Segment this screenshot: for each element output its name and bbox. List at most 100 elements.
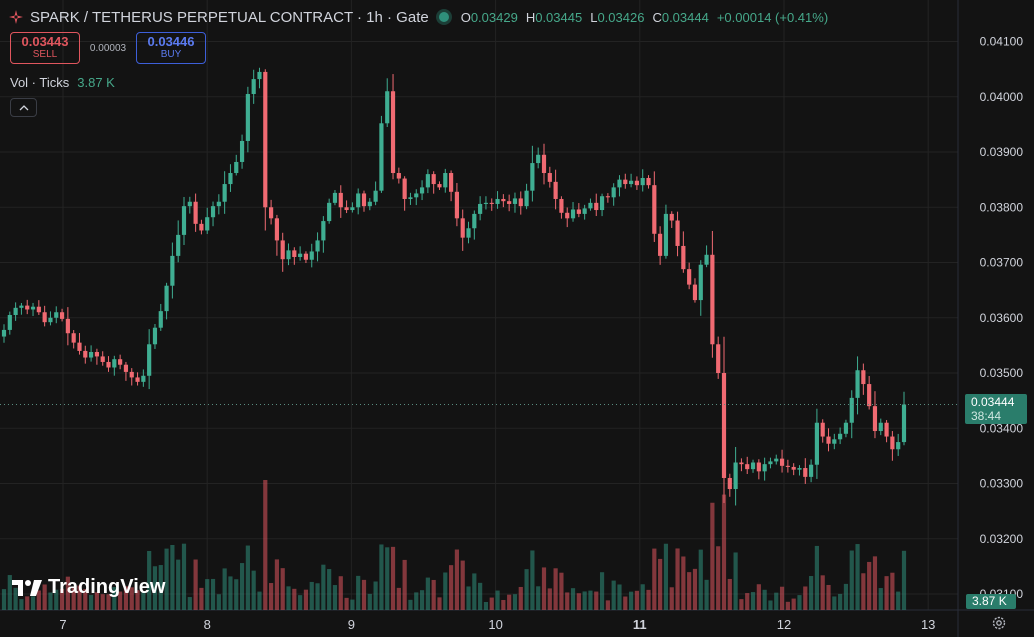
candle-body bbox=[483, 202, 489, 204]
volume-bar bbox=[483, 602, 489, 610]
volume-bar bbox=[698, 549, 703, 610]
volume-axis-label: 3.87 K bbox=[966, 594, 1016, 609]
candle-body bbox=[530, 163, 535, 191]
volume-bar bbox=[251, 570, 256, 610]
candle-body bbox=[321, 221, 326, 241]
candle-body bbox=[112, 359, 117, 368]
volume-bar bbox=[646, 589, 651, 610]
volume-bar bbox=[791, 598, 796, 610]
candle-body bbox=[861, 370, 866, 385]
volume-bar bbox=[658, 558, 663, 610]
volume-bar bbox=[768, 600, 773, 610]
candle-body bbox=[100, 356, 105, 362]
volume-bar bbox=[739, 599, 744, 610]
volume-bar bbox=[617, 584, 622, 610]
volume-legend[interactable]: Vol · Ticks 3.87 K bbox=[10, 75, 115, 90]
volume-bar bbox=[19, 599, 24, 610]
candle-body bbox=[327, 202, 332, 222]
candle-body bbox=[30, 306, 36, 310]
candle-body bbox=[576, 209, 581, 214]
volume-bar bbox=[507, 594, 512, 610]
volume-bar bbox=[623, 596, 628, 610]
candle-body bbox=[210, 206, 216, 218]
candle-body bbox=[303, 253, 309, 260]
volume-bar bbox=[867, 561, 872, 610]
volume-bar bbox=[65, 576, 70, 610]
volume-bar bbox=[582, 591, 587, 610]
volume-bar bbox=[849, 550, 854, 610]
volume-bar bbox=[83, 589, 88, 610]
candle-body bbox=[373, 190, 378, 202]
volume-bar bbox=[832, 596, 837, 610]
volume-bar bbox=[303, 589, 309, 610]
candle-body bbox=[274, 218, 279, 241]
volume-bar bbox=[640, 584, 645, 610]
volume-bar bbox=[30, 596, 36, 610]
chevron-up-icon bbox=[19, 104, 28, 110]
settings-button[interactable] bbox=[990, 614, 1008, 632]
candle-body bbox=[7, 315, 12, 330]
candle-body bbox=[332, 192, 338, 203]
candle-body bbox=[599, 196, 605, 211]
high-label: H bbox=[525, 9, 536, 25]
candle-body bbox=[832, 439, 837, 444]
open-value: 0.03429 bbox=[470, 9, 518, 25]
volume-bar bbox=[390, 546, 396, 610]
candle-body bbox=[309, 251, 314, 260]
candle-body bbox=[83, 350, 88, 358]
spread-value: 0.00003 bbox=[89, 42, 127, 54]
volume-bar bbox=[750, 592, 756, 610]
volume-bar bbox=[309, 581, 314, 610]
volume-bar bbox=[321, 564, 326, 610]
candle-body bbox=[269, 207, 274, 219]
volume-bar bbox=[36, 590, 41, 610]
tradingview-logo[interactable]: TradingView bbox=[12, 576, 165, 599]
candle-body bbox=[739, 462, 744, 465]
volume-bar bbox=[843, 583, 849, 610]
volume-bar bbox=[414, 592, 419, 610]
candle-body bbox=[59, 312, 65, 319]
candle-body bbox=[605, 196, 610, 198]
volume-bar bbox=[71, 587, 76, 610]
candle-body bbox=[396, 173, 401, 179]
logo-text: TradingView bbox=[48, 576, 166, 598]
x-tick-label: 12 bbox=[777, 617, 791, 632]
volume-bar bbox=[118, 591, 123, 610]
candle-body bbox=[617, 179, 622, 188]
collapse-legend-button[interactable] bbox=[10, 98, 37, 117]
volume-bar bbox=[239, 563, 245, 610]
last-price-label: 0.03444 38:44 bbox=[965, 394, 1027, 424]
volume-bar bbox=[431, 579, 436, 610]
volume-bar bbox=[756, 584, 761, 610]
candle-body bbox=[733, 462, 738, 490]
candle-body bbox=[141, 375, 146, 382]
volume-bar bbox=[652, 548, 657, 610]
candle-body bbox=[629, 180, 634, 185]
volume-bar bbox=[361, 579, 367, 610]
chart-header: SPARK / TETHERUS PERPETUAL CONTRACT · 1h… bbox=[8, 6, 828, 28]
volume-bar bbox=[89, 594, 94, 610]
volume-bar bbox=[634, 590, 639, 610]
candle-body bbox=[687, 269, 692, 285]
volume-bar bbox=[838, 593, 843, 610]
candle-body bbox=[890, 436, 895, 450]
sell-button[interactable]: 0.03443 SELL bbox=[10, 32, 80, 64]
candle-body bbox=[878, 422, 883, 432]
x-tick-label: 7 bbox=[59, 617, 66, 632]
candle-body bbox=[36, 306, 41, 313]
buy-button[interactable]: 0.03446 BUY bbox=[136, 32, 206, 64]
volume-bar bbox=[762, 589, 767, 610]
candle-body bbox=[129, 371, 134, 378]
volume-bar bbox=[588, 590, 593, 610]
x-tick-label: 10 bbox=[488, 617, 502, 632]
volume-bar bbox=[210, 578, 216, 610]
candle-body bbox=[489, 202, 494, 204]
symbol-title[interactable]: SPARK / TETHERUS PERPETUAL CONTRACT · 1h… bbox=[30, 8, 429, 26]
candle-body bbox=[135, 377, 140, 382]
volume-bar bbox=[721, 494, 727, 610]
candle-body bbox=[681, 245, 686, 270]
volume-bar bbox=[408, 599, 413, 610]
candle-body bbox=[774, 458, 779, 462]
volume-bar bbox=[443, 572, 448, 610]
